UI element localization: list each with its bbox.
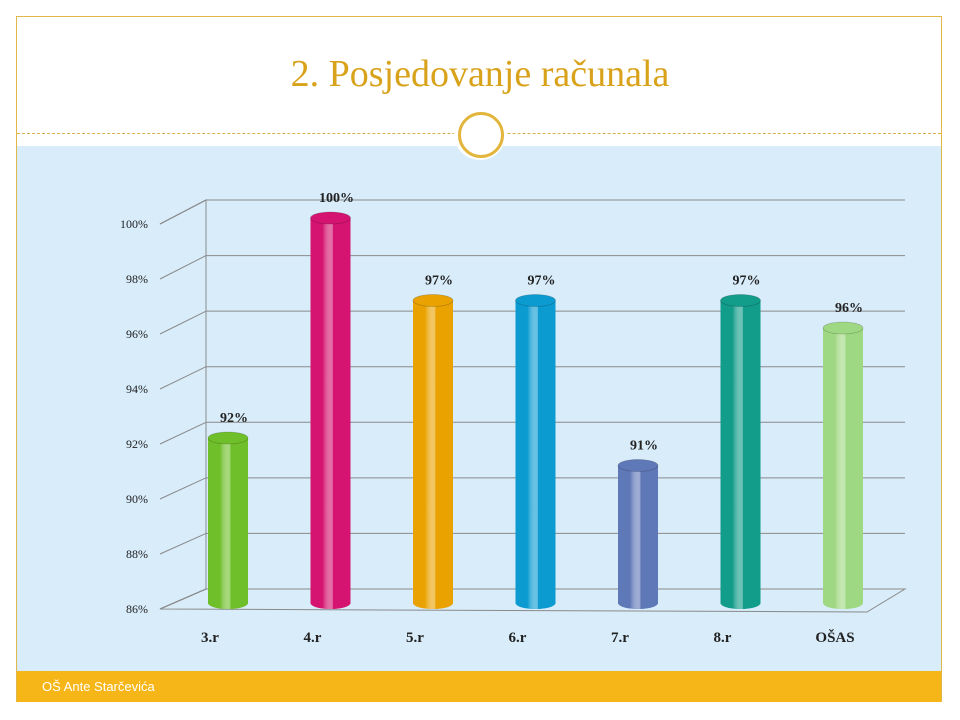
gridline-diagonal bbox=[159, 421, 207, 445]
y-tick-label: 92% bbox=[126, 437, 148, 451]
y-tick-label: 88% bbox=[126, 547, 148, 561]
bar-cap bbox=[822, 321, 864, 335]
y-tick-label: 96% bbox=[126, 327, 148, 341]
ornament-ring-icon bbox=[458, 112, 504, 158]
gridline-diagonal bbox=[159, 532, 207, 555]
chart-bars bbox=[207, 211, 864, 609]
bar-cap bbox=[310, 211, 351, 225]
bar-6.r bbox=[515, 294, 556, 609]
footer-bar bbox=[17, 671, 941, 702]
bar-body bbox=[413, 300, 453, 609]
gridline-diagonal bbox=[159, 588, 207, 610]
data-label: 97% bbox=[425, 274, 453, 289]
bar-cap bbox=[617, 459, 659, 472]
bar-cap bbox=[207, 431, 249, 445]
gridline-diagonal bbox=[159, 310, 207, 335]
gridline-diagonal bbox=[159, 477, 207, 500]
bar-body bbox=[208, 438, 248, 609]
bar-body bbox=[720, 300, 761, 609]
bar-body bbox=[515, 300, 556, 609]
bar-body bbox=[618, 465, 658, 609]
x-tick-label: 7.r bbox=[611, 630, 629, 646]
bar-cap bbox=[515, 294, 556, 307]
bar-cap bbox=[720, 294, 761, 307]
gridline-diagonal bbox=[159, 199, 207, 225]
bar-5.r bbox=[412, 294, 454, 609]
gridline-diagonal bbox=[159, 366, 207, 390]
bar-8.r bbox=[720, 294, 761, 609]
bar-body bbox=[310, 218, 351, 609]
x-tick-label: 5.r bbox=[406, 630, 424, 646]
data-label: 100% bbox=[319, 191, 354, 206]
x-tick-label: 8.r bbox=[714, 630, 732, 646]
data-label: 91% bbox=[630, 439, 658, 454]
y-tick-label: 86% bbox=[126, 602, 148, 616]
bar-body bbox=[823, 328, 863, 609]
bar-4.r bbox=[310, 211, 351, 609]
bar-3.r bbox=[207, 431, 249, 609]
gridline-diagonal bbox=[159, 255, 207, 280]
bar-7.r bbox=[617, 459, 659, 609]
footer-text: OŠ Ante Starčevića bbox=[42, 679, 155, 694]
x-tick-label: 3.r bbox=[201, 630, 219, 646]
bar-cap bbox=[412, 294, 454, 307]
bar-OŠAS bbox=[822, 321, 864, 609]
y-tick-label: 90% bbox=[126, 492, 148, 506]
data-label: 97% bbox=[733, 274, 761, 289]
data-label: 92% bbox=[220, 411, 248, 426]
chart-labels: 86% 88% 90% 92% 94% 96% 98% 100% 92% 3.r 100% 4.r 97… bbox=[120, 191, 863, 646]
content-background bbox=[17, 146, 941, 671]
y-tick-label: 100% bbox=[120, 217, 148, 231]
slide-title: 2. Posjedovanje računala bbox=[290, 53, 670, 95]
y-tick-label: 94% bbox=[126, 382, 148, 396]
data-label: 96% bbox=[835, 301, 863, 316]
x-tick-label: OŠAS bbox=[815, 629, 854, 646]
y-tick-label: 98% bbox=[126, 272, 148, 286]
x-tick-label: 4.r bbox=[304, 630, 322, 646]
x-tick-label: 6.r bbox=[509, 630, 527, 646]
chart-side-wall bbox=[159, 199, 207, 610]
data-label: 97% bbox=[528, 274, 556, 289]
